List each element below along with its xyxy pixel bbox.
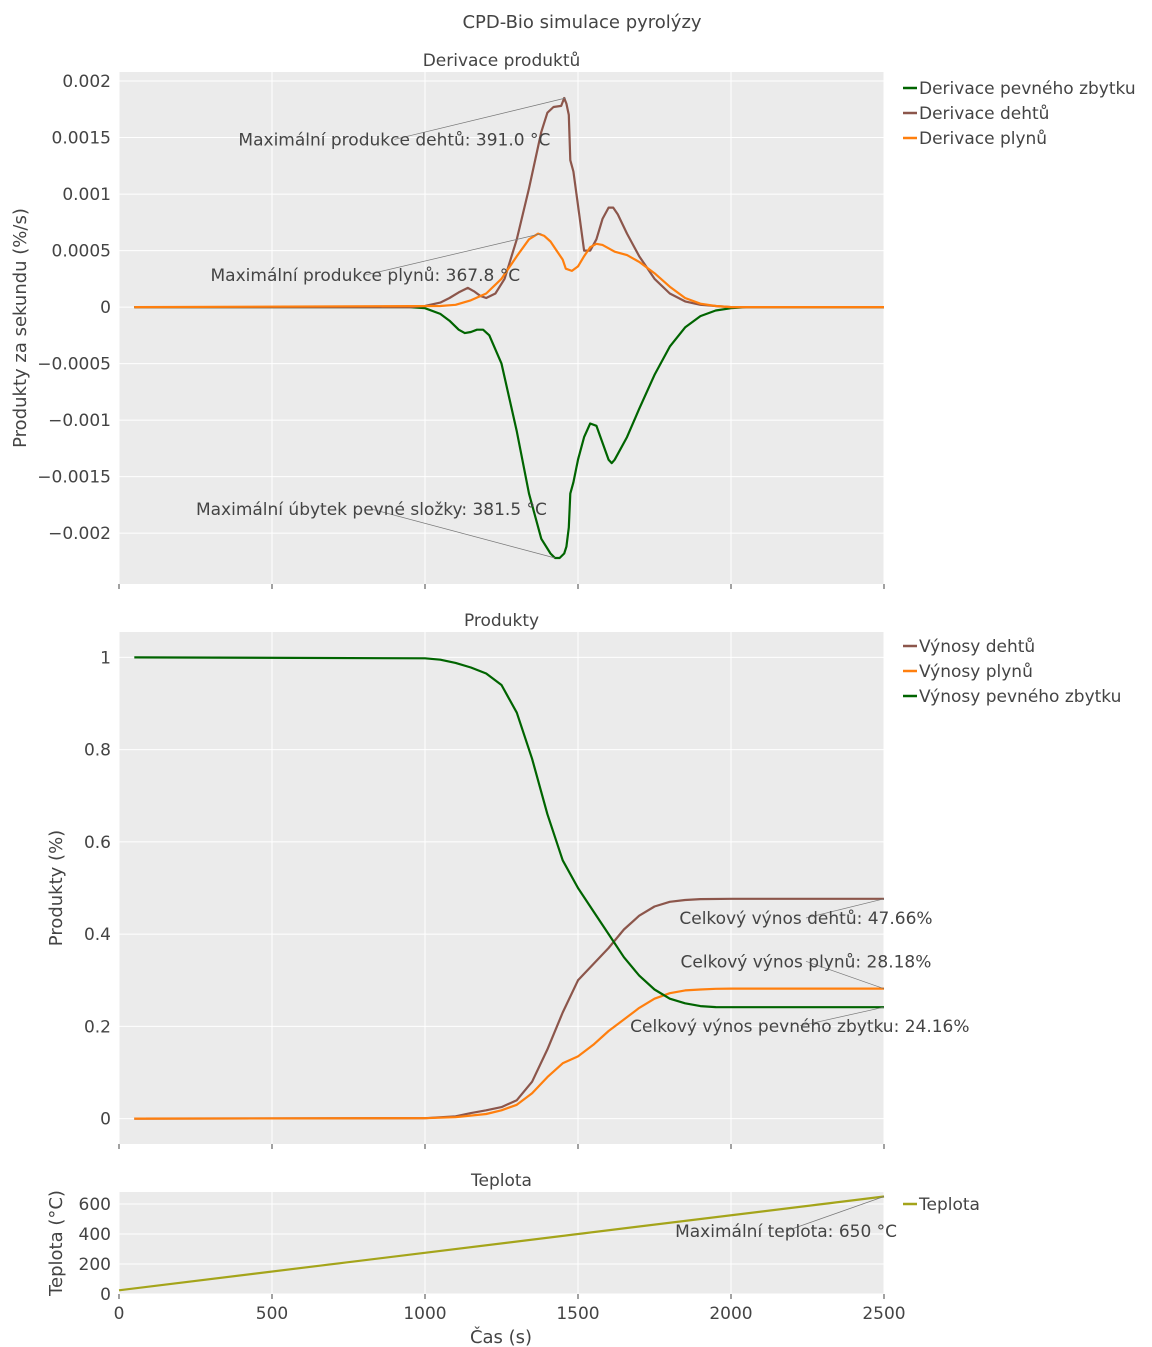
series-line-vynosy-pevneho-zbytku [134,656,884,1009]
subplots: −0.002 −0.0015 −0.001 −0.0005 0 0.0005 0.001 0.… [10,51,1136,1324]
x-tick-label: 500 [256,1304,288,1324]
subplot-temperature: 0 200 400 600 0 500 1000 1500 2000 2500 Teplota Tep… [46,1171,980,1324]
annotation-label: Maximální produkce plynů: 367.8 °C [211,266,521,286]
series-line-teplota [118,1195,885,1292]
figure-title: CPD-Bio simulace pyrolýzy [462,12,701,33]
x-tick-label: 1000 [403,1304,446,1324]
y-tick-label: 200 [79,1255,111,1275]
annotation-arrow [805,961,885,989]
series-line-derivace-pevneho-zbytku [134,306,884,560]
y-axis-title: Produkty (%) [46,830,67,946]
y-tick-label: 400 [79,1225,111,1245]
legend-item-vynosy-dehtu: Výnosy dehtů [919,637,1035,657]
subplot-derivative: −0.002 −0.0015 −0.001 −0.0005 0 0.0005 0.001 0.… [10,51,1136,589]
x-tick-label: 1500 [556,1304,599,1324]
annotation-label: Maximální teplota: 650 °C [675,1222,897,1242]
y-tick-label: 0.002 [62,72,111,92]
series-line-derivace-plynu [134,232,884,309]
y-tick-label: 0 [100,1110,111,1130]
subplot-title: Derivace produktů [423,51,581,71]
y-tick-label: −0.0005 [37,355,111,375]
annotation-label: Maximální úbytek pevné složky: 381.5 °C [196,500,547,520]
annotation-arrow [805,898,885,919]
y-tick-label: 0.0015 [52,129,111,149]
legend: Výnosy dehtů Výnosy plynů Výnosy pevného z… [903,637,1121,707]
series-line-vynosy-plynu [134,987,884,1120]
subplot-products: 0 0.2 0.4 0.6 0.8 1 Produkty Produkty (%) Celkov… [46,611,1121,1149]
legend-item-derivace-plynu: Derivace plynů [919,129,1047,149]
y-tick-label: 0.6 [84,833,111,853]
annotation-arrow [799,1006,885,1027]
y-tick-label: 1 [100,648,111,668]
plot-area [119,632,884,1144]
x-axis-title: Čas (s) [470,1326,532,1347]
y-axis-title: Teplota (°C) [46,1190,67,1297]
subplot-title: Teplota [470,1171,532,1191]
annotation-label: Celkový výnos dehtů: 47.66% [679,909,932,929]
legend-item-derivace-dehtu: Derivace dehtů [919,104,1049,124]
x-tick-label: 2000 [709,1304,752,1324]
y-tick-label: 0.001 [62,185,111,205]
annotation-arrow [785,1196,885,1232]
y-tick-label: 0.8 [84,741,111,761]
x-tick-label: 2500 [862,1304,905,1324]
legend-item-derivace-pevneho-zbytku: Derivace pevného zbytku [919,79,1136,99]
y-tick-label: 0.4 [84,925,111,945]
y-tick-label: −0.0015 [37,468,111,488]
annotation-arrow [365,233,542,276]
legend-item-vynosy-plynu: Výnosy plynů [919,662,1033,682]
legend: Teplota [903,1195,980,1215]
y-axis-title: Produkty za sekundu (%/s) [10,208,31,448]
x-tick-label: 0 [114,1304,125,1324]
y-tick-label: 600 [79,1195,111,1215]
y-tick-label: 0 [100,298,111,318]
annotation-label: Celkový výnos plynů: 28.18% [681,952,932,972]
y-tick-label: −0.002 [48,524,111,544]
y-tick-label: 0.2 [84,1017,111,1037]
series-line-vynosy-dehtu [134,897,884,1120]
annotation-label: Celkový výnos pevného zbytku: 24.16% [630,1017,969,1037]
y-tick-label: −0.001 [48,411,111,431]
subplot-title: Produkty [464,611,539,631]
plot-area [119,72,884,584]
legend: Derivace pevného zbytku Derivace dehtů Der… [903,79,1136,149]
annotation-arrow [371,508,556,559]
annotation-label: Maximální produkce dehtů: 391.0 °C [238,130,550,150]
y-tick-label: 0 [100,1285,111,1305]
legend-item-vynosy-pevneho-zbytku: Výnosy pevného zbytku [919,687,1121,707]
legend-item-teplota: Teplota [918,1195,980,1215]
y-tick-label: 0.0005 [52,242,111,262]
annotation-arrow [394,97,566,140]
